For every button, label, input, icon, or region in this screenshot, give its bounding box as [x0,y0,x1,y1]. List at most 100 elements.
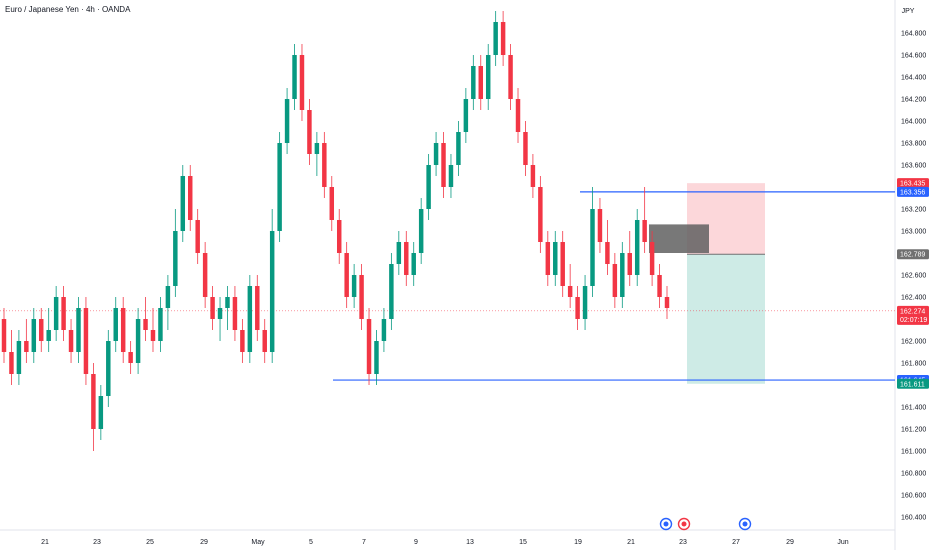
candle-body [642,220,647,242]
candle [478,55,483,110]
candle [240,319,245,363]
candle [590,187,595,297]
candle [314,132,320,176]
x-tick-label: 19 [574,539,582,546]
candle [106,330,111,407]
event-marker-icon[interactable] [738,517,752,531]
candle-body [411,253,416,275]
candle-body [98,396,104,429]
candle-body [83,308,89,374]
candle-body [31,319,37,352]
candle-body [158,308,163,341]
candle-body [16,341,22,374]
candle-body [262,330,267,352]
candle [418,198,424,264]
candle-body [150,330,156,341]
candle [195,209,200,264]
price-tag-label: 161.611 [900,381,925,388]
candle-body [299,55,305,110]
x-tick-label: 5 [309,539,313,546]
y-tick-label: 161.400 [901,405,926,412]
candle-body [135,319,141,363]
y-tick-label: 163.600 [901,163,926,170]
y-tick-label: 163.200 [901,207,926,214]
x-tick-label: 23 [93,539,101,546]
x-tick-label: 9 [414,539,418,546]
candle-body [53,297,59,330]
candle [560,231,565,297]
x-tick-label: 25 [146,539,154,546]
candle-body [46,330,51,341]
candle-body [508,55,513,99]
candle [269,209,275,363]
candle [158,297,163,352]
candle [374,330,379,385]
y-tick-label: 160.600 [901,493,926,500]
candle-body [329,187,335,220]
price-axis-panel [895,0,932,550]
candle-body [612,264,618,297]
candle-body [515,99,521,132]
candle [344,242,349,308]
candle [225,286,230,330]
candle-body [210,297,215,319]
candle-body [597,209,603,242]
candle [359,264,364,330]
candle [180,165,186,242]
candle-body [582,286,588,319]
candle [530,154,536,198]
candle-body [217,308,223,319]
candle-body [538,187,543,242]
candle [113,297,118,352]
candle-body [277,143,282,231]
candle [262,319,267,363]
price-tag [897,178,929,189]
candle-body [471,66,476,99]
y-tick-label: 164.400 [901,75,926,82]
candle [396,231,402,275]
candle [448,154,454,198]
candle [485,44,491,110]
candle-body [560,242,565,286]
x-tick-label: 29 [786,539,794,546]
x-tick-label: Jun [837,539,848,546]
candle-body [292,55,297,99]
candle [143,297,148,341]
candle-body [269,231,275,352]
candle [404,231,409,286]
event-marker-icon[interactable] [659,517,673,531]
candle-body [664,297,670,308]
candle-body [120,308,126,352]
x-tick-label: 27 [732,539,740,546]
candle-body [128,352,133,363]
candle [553,231,558,286]
candle-body [39,319,44,341]
candle [508,44,513,110]
candle [232,286,238,341]
event-marker-icon[interactable] [677,517,691,531]
x-tick-label: 13 [466,539,474,546]
candle-body [523,132,528,165]
price-tag-label: 162.274 [900,308,925,315]
candle-body [307,110,312,154]
candle-body [314,143,320,154]
candle [307,99,312,165]
take-profit-zone [687,254,765,384]
x-tick-label: May [251,539,265,546]
candle-body [448,165,454,187]
y-tick-label: 162.600 [901,273,926,280]
chart-title: Euro / Japanese Yen · 4h · OANDA [5,5,131,14]
candle [61,286,66,341]
candle-body [225,297,230,308]
candle-body [493,22,498,55]
candle-body [359,275,364,319]
candle [426,154,431,220]
candle [545,231,551,286]
price-tag [897,186,929,197]
candle [24,319,29,363]
candle [620,242,625,308]
candle [664,286,670,319]
candle [76,297,81,363]
candle-body [553,242,558,275]
